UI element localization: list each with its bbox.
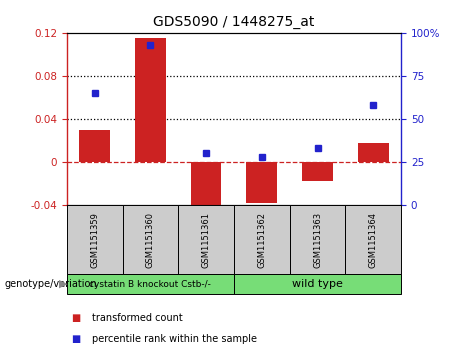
Text: GSM1151363: GSM1151363 <box>313 212 322 268</box>
Text: ■: ■ <box>71 313 81 323</box>
Bar <box>290 205 345 274</box>
Bar <box>67 274 234 294</box>
Text: GSM1151364: GSM1151364 <box>369 212 378 268</box>
Bar <box>302 162 333 182</box>
Text: GSM1151361: GSM1151361 <box>201 212 211 268</box>
Text: GSM1151362: GSM1151362 <box>257 212 266 268</box>
Bar <box>123 205 178 274</box>
Text: ▶: ▶ <box>59 279 67 289</box>
Bar <box>67 205 123 274</box>
Text: wild type: wild type <box>292 279 343 289</box>
Bar <box>191 162 221 211</box>
Bar <box>358 143 389 162</box>
Bar <box>178 205 234 274</box>
Bar <box>234 205 290 274</box>
Text: cystatin B knockout Cstb-/-: cystatin B knockout Cstb-/- <box>89 280 211 289</box>
Text: percentile rank within the sample: percentile rank within the sample <box>92 334 257 344</box>
Title: GDS5090 / 1448275_at: GDS5090 / 1448275_at <box>153 15 315 29</box>
Text: ■: ■ <box>71 334 81 344</box>
Text: GSM1151359: GSM1151359 <box>90 212 99 268</box>
Text: genotype/variation: genotype/variation <box>5 279 97 289</box>
Bar <box>234 274 401 294</box>
Bar <box>345 205 401 274</box>
Bar <box>79 130 110 162</box>
Bar <box>247 162 277 203</box>
Bar <box>135 38 165 162</box>
Text: transformed count: transformed count <box>92 313 183 323</box>
Text: GSM1151360: GSM1151360 <box>146 212 155 268</box>
